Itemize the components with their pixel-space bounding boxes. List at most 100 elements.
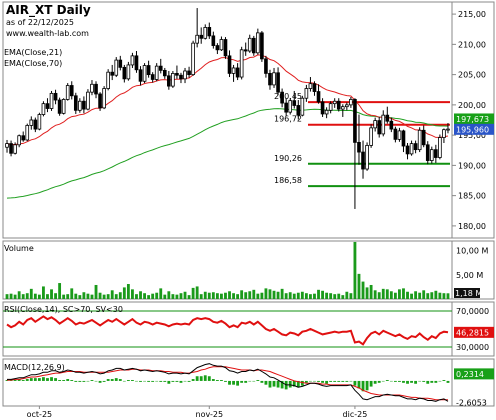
candle-body (353, 99, 357, 143)
rsi-line (6, 315, 449, 346)
macd-hist-bar (74, 380, 78, 382)
volume-bar (410, 293, 413, 299)
candle-body (312, 83, 317, 92)
volume-bar (203, 291, 207, 299)
macd-hist-bar (252, 380, 256, 382)
macd-hist-bar (321, 380, 324, 383)
macd-hist-bar (426, 380, 430, 384)
candle-body (134, 55, 139, 71)
macd-hist-bar (422, 380, 426, 382)
macd-hist-bar (195, 376, 199, 381)
volume-bar (54, 293, 57, 299)
macd-hist-bar (345, 380, 349, 382)
macd-hist-bar (54, 378, 57, 381)
macd-hist-bar (90, 379, 94, 381)
candle-body (276, 72, 280, 93)
candle-body (187, 70, 191, 76)
level-label: 196,72 (274, 115, 302, 124)
volume-bar (143, 293, 146, 299)
candle-body (126, 64, 131, 80)
candle-body (171, 73, 175, 87)
volume-bar (151, 293, 155, 299)
volume-last-bg (454, 288, 480, 298)
macd-hist-bar (240, 380, 244, 383)
volume-pane: 10,00 M 5,00 M 1,18 M (2, 240, 495, 300)
candle-body (154, 65, 159, 80)
volume-bar (114, 294, 118, 299)
candle-body (373, 120, 377, 129)
x-tick-label: oct-25 (27, 410, 53, 419)
level-label: 200,45 (274, 92, 302, 101)
candle-body (393, 128, 398, 140)
volume-bar (167, 291, 171, 299)
volume-bar (183, 291, 187, 299)
candle-body (308, 83, 313, 89)
macd-hist-bar (86, 380, 90, 382)
macd-hist-bar (58, 379, 62, 381)
macd-hist-bar (385, 379, 389, 381)
macd-hist-bar (300, 380, 304, 386)
macd-hist-bar (78, 380, 82, 382)
candle-body (82, 100, 86, 110)
macd-hist-bar (207, 376, 211, 381)
volume-bar (349, 293, 353, 299)
macd-hist-bar (402, 380, 405, 383)
volume-bar (260, 292, 264, 299)
macd-hist-bar (187, 380, 191, 382)
candle-body (425, 144, 430, 161)
candle-body (150, 74, 155, 80)
macd-hist-bar (25, 379, 29, 381)
macd-hist-bar (191, 379, 195, 381)
candle-body (130, 55, 135, 66)
volume-bar (406, 291, 409, 299)
macd-hist-bar (167, 380, 171, 384)
volume-bar (17, 291, 21, 299)
macd-hist-bar (256, 379, 260, 381)
volume-bar (215, 293, 219, 299)
macd-hist-bar (220, 379, 223, 381)
volume-bar (438, 292, 442, 299)
candle-body (405, 145, 410, 155)
volume-bar (402, 288, 405, 299)
volume-bar (21, 294, 25, 299)
rsi-last-label: 46,2815 (456, 328, 489, 337)
candle-body (53, 92, 58, 101)
candle-body (328, 103, 333, 111)
macd-hist-bar (272, 380, 276, 387)
candle-body (272, 72, 276, 86)
ema21-line (6, 54, 449, 145)
price-value-label-bg (454, 113, 494, 125)
macd-hist-bar (82, 380, 86, 382)
volume-bar (207, 292, 211, 299)
macd-hist-bar (33, 378, 37, 381)
candle-body (9, 143, 13, 154)
macd-hist-bar (114, 378, 118, 381)
macd-hist-bar (333, 380, 337, 382)
candle-body (175, 73, 179, 76)
macd-hist-bar (159, 380, 163, 382)
macd-hist-bar (155, 380, 159, 382)
macd-hist-bar (21, 379, 25, 381)
candle-body (114, 59, 119, 76)
macd-hist-bar (317, 380, 320, 382)
candle-body (199, 34, 204, 39)
macd-hist-bar (304, 380, 308, 383)
macd-hist-bar (224, 380, 227, 382)
candle-body (288, 100, 293, 113)
candle-body (142, 65, 147, 82)
macd-hist-bar (179, 380, 183, 383)
candle-body (324, 109, 329, 115)
price-value-label: 195,960 (456, 125, 489, 134)
macd-hist-last-label-bg (454, 368, 494, 380)
volume-bar (309, 294, 312, 299)
volume-bar (25, 293, 29, 299)
candle-body (429, 149, 434, 161)
candle-body (361, 151, 365, 170)
volume-bar (171, 294, 175, 299)
macd-hist-bar (42, 377, 45, 381)
candle-body (191, 42, 195, 76)
candle-body (349, 99, 353, 106)
candle-body (37, 114, 42, 130)
volume-bar (228, 291, 231, 299)
candle-body (397, 130, 402, 140)
